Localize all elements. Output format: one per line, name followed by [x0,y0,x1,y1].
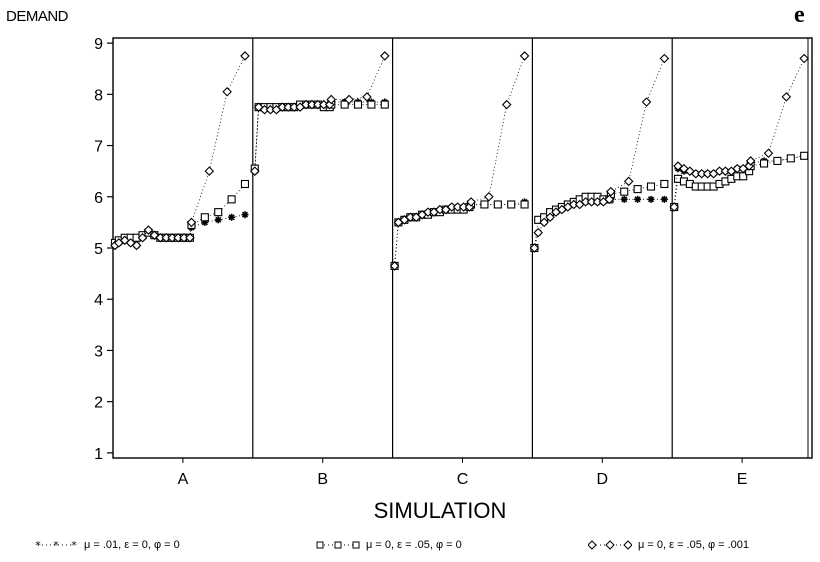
star-marker-icon: * * * [35,539,77,551]
data-point [362,92,372,102]
data-point [480,200,489,209]
diamond-marker-icon [588,540,632,550]
data-point [620,187,629,196]
data-point [763,148,774,159]
x-tick-label: E [737,471,748,488]
y-tick-label: 5 [94,241,103,258]
data-point [119,235,130,246]
series-line [394,55,525,266]
data-point [379,51,390,61]
y-tick-label: 7 [94,139,103,156]
data-point [745,156,756,166]
y-tick-label: 1 [94,446,103,463]
data-point [344,94,354,105]
data-point [493,200,502,209]
data-point [669,202,679,212]
data-point [326,94,337,105]
data-point [519,51,530,61]
x-tick-label: B [317,471,328,488]
data-point [186,217,197,228]
data-point [533,227,544,238]
data-point [647,195,655,203]
data-point [240,179,250,189]
data-point [781,92,792,102]
data-point [214,208,223,217]
plot-frame [112,37,813,459]
legend-label: μ = .01, ε = 0, φ = 0 [84,539,180,551]
y-tick-label: 6 [94,190,103,207]
data-point [250,166,260,176]
x-tick-label: C [457,471,469,488]
legend-item-series-2: μ = 0, ε = .05, φ = 0 [316,539,462,551]
series-line [114,55,246,246]
data-point [800,151,809,160]
data-point [799,53,809,64]
y-axis-label: DEMAND [6,8,69,25]
series-line [534,58,665,249]
data-point [201,218,209,226]
data-point [367,100,376,109]
data-point [606,186,616,197]
legend-label: μ = 0, ε = .05, φ = .001 [638,539,750,551]
data-point [241,211,249,219]
data-point [389,261,400,271]
data-point [759,159,769,168]
y-tick-label: 4 [94,292,103,309]
x-tick-label: D [597,471,609,488]
data-point [660,179,669,189]
panel-letter: e [794,2,805,28]
data-point [633,185,642,194]
data-point [604,194,615,205]
data-point [214,216,222,224]
data-point [200,213,209,222]
data-point [240,51,250,61]
data-point [786,154,795,163]
legend: * * * μ = .01, ε = 0, φ = 0 μ = 0, ε = .… [0,539,820,559]
data-point [529,243,540,253]
data-point [545,212,555,223]
data-point [501,99,512,110]
legend-label: μ = 0, ε = .05, φ = 0 [366,539,462,551]
data-point [340,100,349,109]
data-point [227,195,236,204]
x-tick-label: A [178,471,189,488]
data-point [466,197,476,207]
data-point [634,195,642,203]
svg-text:*: * [71,539,77,551]
data-point [539,217,549,228]
legend-item-series-1: * * * μ = .01, ε = 0, φ = 0 [34,539,180,551]
data-point [773,156,782,165]
y-tick-label: 2 [94,395,103,412]
data-point [228,213,236,221]
data-point [623,176,634,187]
data-point [222,87,232,97]
data-point [137,232,148,243]
square-marker-icon [316,541,360,549]
series-line [254,55,386,172]
data-point [353,100,363,109]
svg-text:*: * [35,539,41,551]
series-line [254,104,385,169]
data-point [507,200,516,209]
svg-text:*: * [53,539,59,551]
y-tick-label: 3 [94,343,103,360]
data-point [380,100,389,109]
y-tick-label: 8 [94,87,103,104]
data-point [143,225,154,235]
data-point [659,53,670,64]
legend-item-series-3: μ = 0, ε = .05, φ = .001 [588,539,749,551]
data-point [520,200,529,209]
data-point [131,240,142,251]
data-point [641,97,652,107]
data-point [484,192,494,202]
data-point [185,232,195,243]
data-point [620,195,628,203]
data-point [660,195,668,203]
x-axis-label: SIMULATION [373,498,507,523]
data-point [646,182,656,191]
data-point [204,166,215,176]
y-tick-label: 9 [94,36,103,53]
